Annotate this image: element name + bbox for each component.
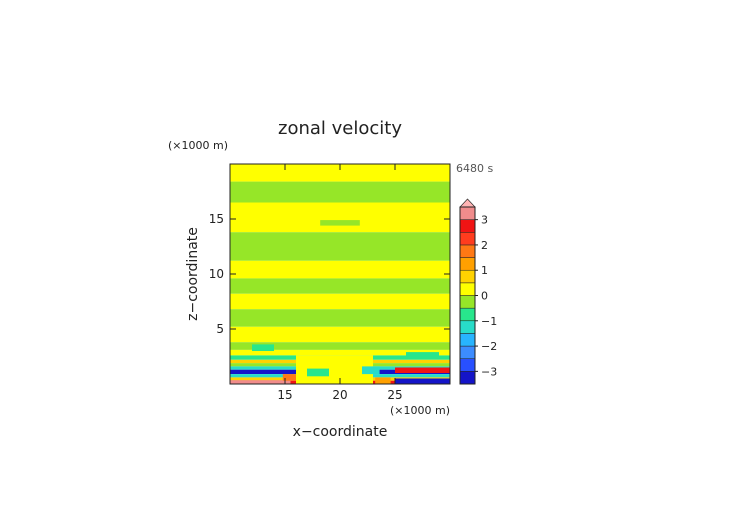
colorbar-tick-label: −2 xyxy=(481,340,497,353)
colorbar-segment xyxy=(459,232,476,246)
colorbar-segment xyxy=(459,282,476,296)
y-unit-label: (×1000 m) xyxy=(168,139,228,152)
x-tick-label: 25 xyxy=(387,388,402,402)
velocity-patch xyxy=(375,377,391,384)
colorbar-segment xyxy=(459,358,476,372)
y-axis-label: z−coordinate xyxy=(185,227,201,321)
colorbar-segment xyxy=(459,269,476,284)
velocity-band xyxy=(230,309,450,327)
velocity-patch xyxy=(307,368,329,377)
velocity-band xyxy=(230,293,450,310)
colorbar-tick-label: 2 xyxy=(481,239,488,252)
velocity-patch xyxy=(395,378,450,384)
colorbar-segment xyxy=(459,206,476,220)
velocity-band xyxy=(230,278,450,294)
colorbar-segment xyxy=(459,244,476,258)
velocity-band xyxy=(230,349,450,356)
colorbar-segment xyxy=(459,333,476,347)
x-axis: 15 20 25 xyxy=(277,164,403,402)
colorbar-segment xyxy=(459,345,476,359)
velocity-patch xyxy=(252,344,274,351)
colorbar-tick-label: 0 xyxy=(481,290,488,303)
velocity-patch xyxy=(320,220,360,226)
x-tick-label: 15 xyxy=(277,388,292,402)
colorbar-segment xyxy=(459,257,476,271)
velocity-band xyxy=(230,202,450,233)
velocity-band xyxy=(230,326,450,343)
y-tick-label: 10 xyxy=(209,267,224,281)
colorbar-tick-label: −1 xyxy=(481,315,497,328)
velocity-patch xyxy=(282,374,296,381)
colorbar-segment xyxy=(459,320,476,334)
colorbar-tick-label: −3 xyxy=(481,365,497,378)
x-unit-label: (×1000 m) xyxy=(390,404,450,417)
time-label: 6480 s xyxy=(456,162,493,175)
velocity-band xyxy=(230,232,450,261)
x-tick-label: 20 xyxy=(332,388,347,402)
velocity-band xyxy=(230,260,450,279)
velocity-patch xyxy=(230,380,291,384)
x-axis-label: x−coordinate xyxy=(293,424,388,440)
velocity-band xyxy=(230,181,450,203)
colorbar-segment xyxy=(459,371,476,385)
colorbar-tick-label: 1 xyxy=(481,264,488,277)
colorbar-segment xyxy=(459,219,476,233)
y-tick-label: 15 xyxy=(209,212,224,226)
colorbar-extend-arrow xyxy=(459,198,476,208)
colorbar-segment xyxy=(459,307,476,322)
velocity-patch xyxy=(406,352,439,359)
colorbar-tick-label: 3 xyxy=(481,214,488,227)
chart-title: zonal velocity xyxy=(278,118,402,139)
heatmap-plot-area xyxy=(230,164,450,384)
colorbar: 3 2 1 0 −1 −2 −3 xyxy=(459,198,497,385)
colorbar-segment xyxy=(459,295,476,309)
y-axis: 5 10 15 xyxy=(209,212,450,336)
y-tick-label: 5 xyxy=(216,322,224,336)
velocity-patch xyxy=(362,366,380,375)
velocity-band xyxy=(230,342,450,350)
velocity-patch xyxy=(395,367,450,373)
